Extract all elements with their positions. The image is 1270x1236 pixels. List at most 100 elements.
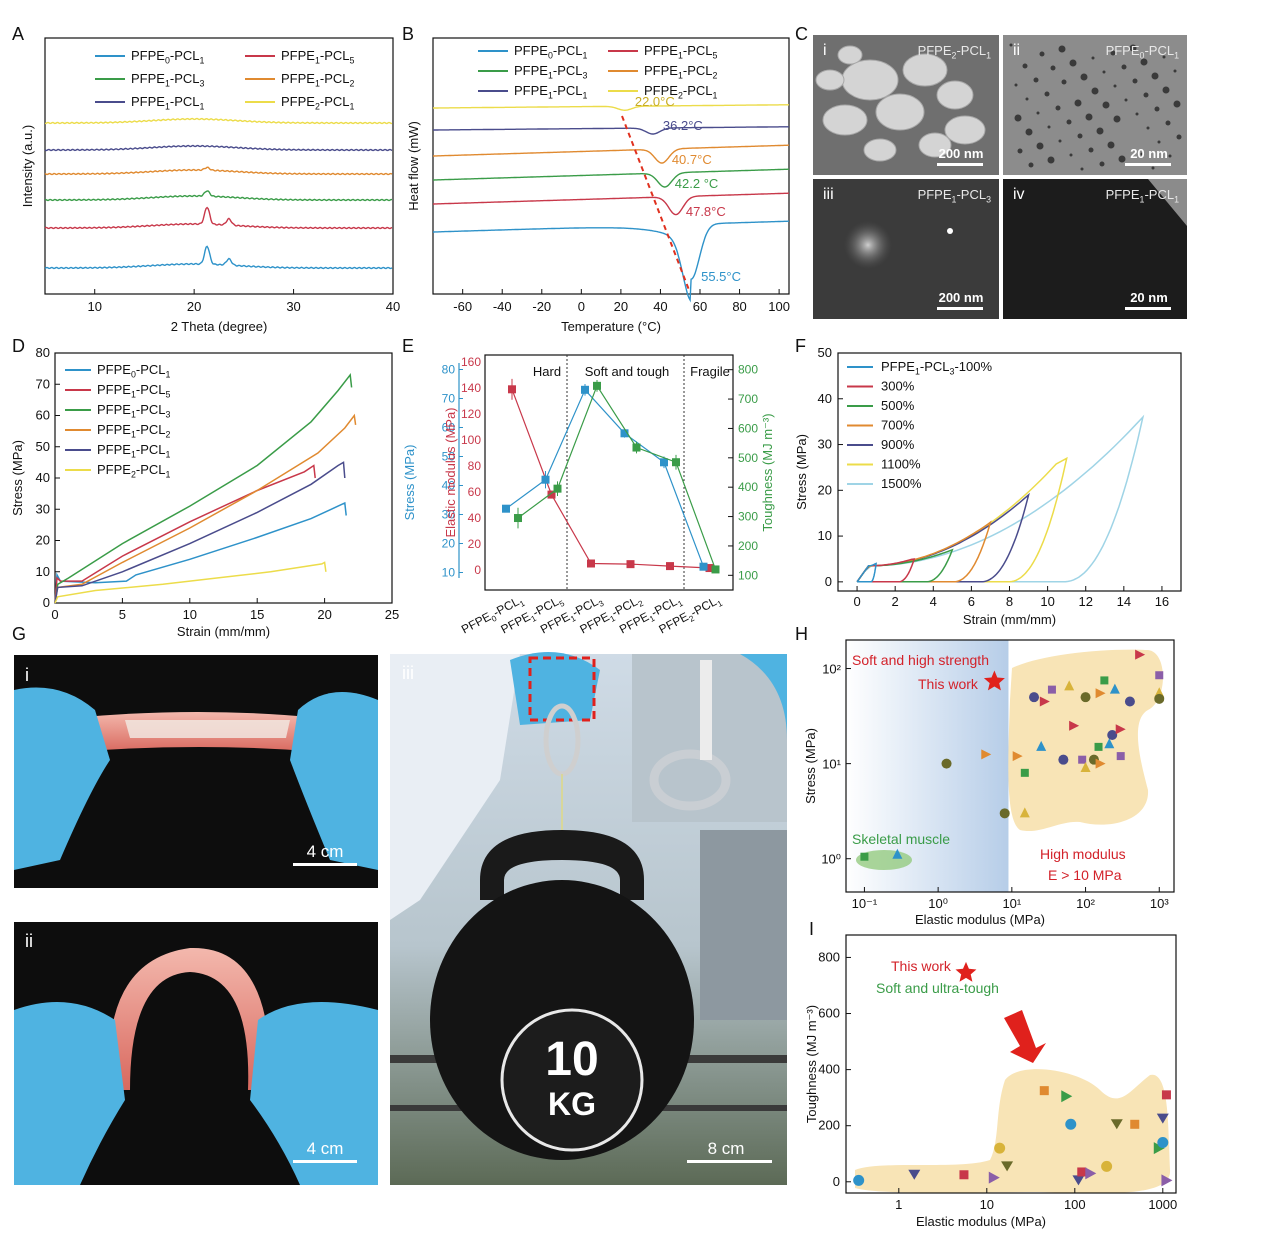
particle: [1113, 115, 1121, 123]
annotation: This work: [891, 958, 952, 974]
tem-sample-name: PFPE1-PCL3: [918, 187, 992, 205]
x-tick-label: 20: [614, 299, 628, 314]
data-point: [1019, 807, 1030, 818]
particle: [1009, 43, 1013, 47]
toughness-tick-label: 100: [738, 568, 758, 582]
stress-tick-label: 60: [442, 421, 456, 435]
label-part: 2: [637, 599, 646, 609]
legend-label: PFPE1-PCL2: [281, 71, 355, 89]
scale-bar: [687, 1160, 772, 1163]
particle: [1140, 58, 1148, 66]
data-point: [1064, 680, 1075, 691]
particle: [1050, 65, 1056, 71]
data-point: [860, 852, 869, 861]
data-point: [1036, 740, 1047, 751]
data-point: [1153, 1142, 1165, 1155]
label-part: 1: [548, 71, 553, 81]
dsc-curve: [433, 104, 789, 112]
modulus-marker: [587, 559, 595, 568]
kettlebell-unit: KG: [548, 1086, 596, 1122]
scale-bar: [937, 163, 983, 166]
label-part: 1: [583, 91, 588, 101]
label-part: 1: [165, 102, 170, 112]
label-part: PFPE: [881, 359, 915, 374]
particle: [1014, 114, 1022, 122]
label-part: -PCL: [956, 187, 986, 202]
legend-label: PFPE1-PCL2: [97, 422, 171, 440]
scale-text: 4 cm: [307, 842, 344, 861]
micelle: [875, 93, 925, 131]
data-point: [1095, 688, 1106, 699]
stress-strain-curve: [54, 561, 327, 604]
film-wrinkle-area: [125, 720, 290, 738]
label-part: -PCL: [683, 43, 713, 58]
label-part: 3: [986, 195, 991, 205]
label-part: 1: [986, 51, 991, 61]
label-part: 2: [713, 71, 718, 81]
x-tick-label: 10²: [1076, 896, 1095, 911]
data-point: [1029, 692, 1040, 703]
stress-strain-curve: [54, 501, 347, 604]
stress-tick-label: 20: [442, 537, 456, 551]
micelle: [944, 115, 986, 145]
stress-tick-label: 50: [442, 450, 456, 464]
particle: [1039, 51, 1045, 57]
legend-label: PFPE0-PCL1: [97, 362, 171, 380]
panel-letter: A: [12, 24, 24, 44]
label-part: 2: [315, 102, 320, 112]
x-tick-label: 1000: [1148, 1197, 1177, 1212]
annotation: Soft and ultra-tough: [876, 980, 999, 996]
particle: [1162, 55, 1166, 59]
particle: [1028, 162, 1034, 168]
scale-text: 8 cm: [708, 1139, 745, 1158]
particle: [1143, 92, 1149, 98]
x-tick-label: 8: [1006, 594, 1013, 609]
legend-label: PFPE1-PCL5: [644, 43, 718, 61]
photo-label: iii: [402, 663, 414, 683]
left-glove: [14, 1002, 125, 1185]
label-part: -PCL: [553, 43, 583, 58]
label-part: -PCL: [1144, 43, 1174, 58]
label-part: -PCL: [170, 94, 200, 109]
inset-glove: [740, 654, 787, 740]
x-tick-label: 0: [578, 299, 585, 314]
region-label: Fragile: [690, 364, 730, 379]
particle: [1132, 78, 1138, 84]
label-part: 1: [678, 51, 683, 61]
legend-label: 500%: [881, 398, 915, 413]
toughness-line: [517, 384, 717, 570]
legend-label: PFPE0-PCL1: [514, 43, 588, 61]
toughness-marker: [711, 565, 720, 574]
toughness-marker: [514, 514, 522, 523]
legend-label: PFPE2-PCL1: [644, 83, 718, 101]
label-part: -PCL: [553, 83, 583, 98]
label-part: PFPE: [97, 382, 131, 397]
legend-label: PFPE1-PCL3-100%: [881, 359, 992, 377]
particle: [1058, 139, 1062, 143]
x-tick-label: -40: [493, 299, 512, 314]
label-part: PFPE: [1106, 187, 1140, 202]
x-tick-label: 40: [653, 299, 667, 314]
x-tick-label: 10: [183, 607, 197, 622]
label-part: 1: [200, 56, 205, 66]
label-part: -PCL: [136, 402, 166, 417]
panel-B-axes: [432, 37, 790, 295]
particle: [1099, 161, 1105, 167]
particle: [1102, 101, 1110, 109]
label-part: -PCL: [170, 71, 200, 86]
x-tick-label: 20: [187, 299, 201, 314]
region-label: Soft and tough: [585, 364, 670, 379]
x-tick-label: 40: [386, 299, 400, 314]
particle: [1168, 154, 1172, 158]
right-glove: [250, 1002, 378, 1185]
particle: [1140, 152, 1144, 156]
x-tick-label: 100: [768, 299, 790, 314]
label-part: -PCL: [320, 48, 350, 63]
dsc-curve: [433, 144, 789, 164]
particle: [1165, 120, 1171, 126]
zoom-box: [528, 656, 596, 722]
label-part: 1: [648, 614, 657, 624]
label-part: 2: [166, 430, 171, 440]
micelle: [822, 104, 868, 136]
toughness-tick-label: 200: [738, 539, 758, 553]
